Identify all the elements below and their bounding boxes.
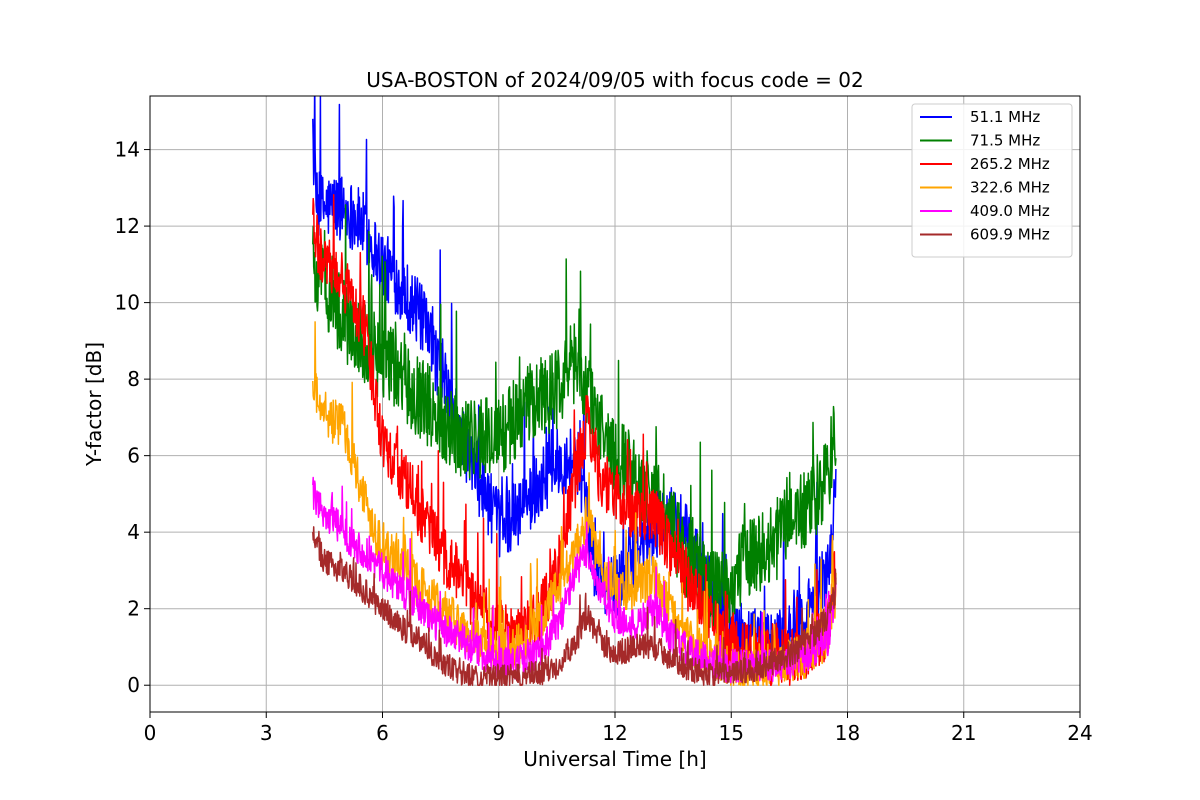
legend-label-0: 51.1 MHz bbox=[970, 108, 1040, 126]
legend-label-1: 71.5 MHz bbox=[970, 132, 1040, 150]
x-tick-label: 0 bbox=[144, 721, 157, 745]
chart-title: USA-BOSTON of 2024/09/05 with focus code… bbox=[366, 68, 863, 92]
legend-label-5: 609.9 MHz bbox=[970, 226, 1050, 244]
legend: 51.1 MHz 71.5 MHz 265.2 MHz 322.6 MHz 409.0… bbox=[911, 103, 1073, 258]
x-axis-label: Universal Time [h] bbox=[523, 747, 706, 771]
y-tick-label: 0 bbox=[127, 673, 140, 697]
x-tick-label: 21 bbox=[951, 721, 976, 745]
legend-label-3: 322.6 MHz bbox=[970, 179, 1050, 197]
x-tick-label: 24 bbox=[1067, 721, 1092, 745]
legend-label-2: 265.2 MHz bbox=[970, 155, 1050, 173]
y-tick-label: 12 bbox=[115, 214, 140, 238]
y-tick-label: 2 bbox=[127, 597, 140, 621]
x-axis: 0 3 6 9 12 15 18 21 24 bbox=[144, 712, 1093, 745]
y-tick-label: 4 bbox=[127, 520, 140, 544]
y-tick-label: 6 bbox=[127, 444, 140, 468]
x-tick-label: 9 bbox=[492, 721, 505, 745]
x-tick-label: 3 bbox=[260, 721, 273, 745]
series-line-5 bbox=[312, 526, 837, 686]
legend-label-4: 409.0 MHz bbox=[970, 202, 1050, 220]
series-line-1 bbox=[312, 204, 837, 632]
series-layer bbox=[312, 96, 837, 686]
y-axis: 0 2 4 6 8 10 12 14 bbox=[115, 138, 150, 697]
y-axis-label: Y-factor [dB] bbox=[82, 342, 106, 467]
y-tick-label: 8 bbox=[127, 367, 140, 391]
x-tick-label: 18 bbox=[835, 721, 860, 745]
y-tick-label: 10 bbox=[115, 291, 140, 315]
x-tick-label: 6 bbox=[376, 721, 389, 745]
legend-box bbox=[911, 103, 1073, 258]
x-tick-label: 12 bbox=[602, 721, 627, 745]
y-tick-label: 14 bbox=[115, 138, 140, 162]
x-tick-label: 15 bbox=[719, 721, 744, 745]
